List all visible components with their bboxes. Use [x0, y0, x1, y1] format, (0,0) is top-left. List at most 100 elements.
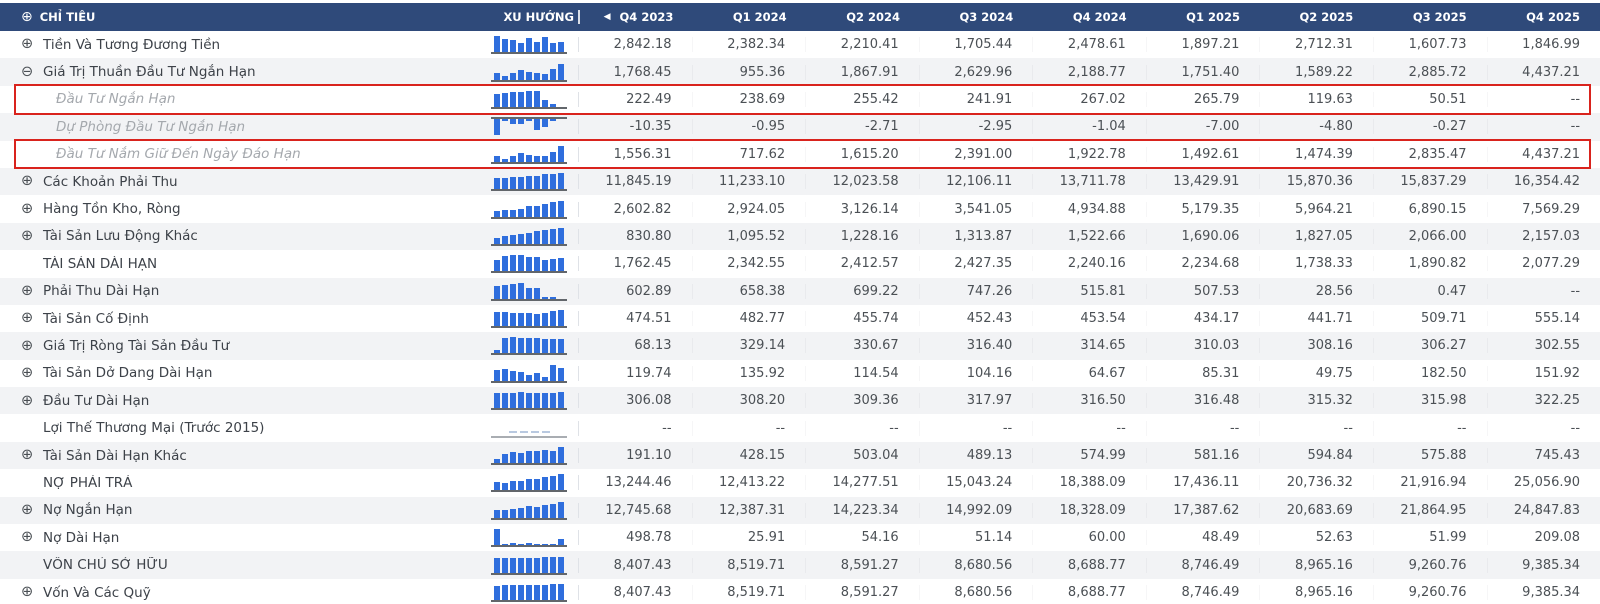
value-cell: 308.16 [1259, 338, 1373, 354]
row-label-cell[interactable]: Lợi Thế Thương Mại (Trước 2015) [0, 420, 480, 436]
spark-bar [494, 36, 500, 53]
row-label-cell[interactable]: NỢ PHẢI TRẢ [0, 475, 480, 491]
row-label-cell[interactable]: ⊕ Nợ Dài Hạn [0, 530, 480, 546]
spark-bar [518, 92, 524, 107]
header-indicator-cell[interactable]: ⊕ CHỈ TIÊU [0, 9, 480, 25]
quarter-header-label: Q4 2025 [1526, 10, 1580, 24]
plus-circle-icon[interactable]: ⊕ [21, 283, 34, 299]
trend-sparkline [491, 282, 567, 301]
plus-circle-icon[interactable]: ⊕ [21, 337, 34, 354]
row-label-cell[interactable]: ⊕ Tài Sản Dở Dang Dài Hạn [0, 365, 480, 381]
value-cell: 14,992.09 [918, 502, 1033, 518]
plus-circle-icon[interactable]: ⊕ [21, 201, 34, 217]
value-cell: 15,870.36 [1259, 174, 1373, 190]
spark-bar [542, 313, 548, 327]
value-cell: 9,260.76 [1372, 557, 1487, 573]
table-row: ⊕ Các Khoản Phải Thu 11,845.19 11,233.10 12,… [0, 167, 1600, 196]
spark-bar [510, 283, 516, 299]
row-label: VỐN CHỦ SỞ HỮU [43, 557, 168, 574]
row-label-cell[interactable]: ⊕ Đầu Tư Dài Hạn [0, 393, 480, 409]
value-cell: 574.99 [1032, 448, 1146, 464]
value-cell: 222.49 [578, 91, 692, 107]
plus-circle-icon[interactable]: ⊕ [21, 365, 34, 382]
spark-bar [494, 529, 500, 546]
value-cell: 8,519.71 [691, 557, 806, 573]
plus-circle-icon[interactable]: ⊕ [21, 502, 34, 519]
row-label-cell[interactable]: ⊕ Tài Sản Cố Định [0, 311, 480, 327]
value-cell: 1,890.82 [1372, 256, 1487, 272]
value-cell: 17,387.62 [1145, 502, 1260, 518]
spark-bar [558, 556, 564, 573]
value-cell: 21,916.94 [1372, 475, 1487, 491]
prev-quarter-arrow-icon[interactable]: ◀ [603, 12, 611, 22]
row-label-cell[interactable]: Đầu Tư Nắm Giữ Đến Ngày Đáo Hạn [0, 146, 480, 162]
row-label-cell[interactable]: ⊕ Phải Thu Dài Hạn [0, 283, 480, 299]
expand-all-icon[interactable]: ⊕ [21, 9, 33, 25]
plus-circle-icon[interactable]: ⊕ [21, 584, 34, 601]
plus-circle-icon[interactable]: ⊕ [21, 310, 34, 327]
value-cell: -- [1486, 119, 1600, 135]
plus-circle-icon[interactable]: ⊕ [21, 173, 34, 190]
value-cell: 114.54 [805, 365, 919, 381]
table-row: VỐN CHỦ SỞ HỮU 8,407.43 8,519.71 8,591.27 8,… [0, 551, 1600, 579]
spark-bar [502, 337, 508, 354]
value-cell: 1,846.99 [1486, 37, 1600, 53]
spark-bar [494, 481, 500, 491]
value-cell: 13,429.91 [1145, 174, 1260, 190]
row-label-cell[interactable]: VỐN CHỦ SỞ HỮU [0, 557, 480, 573]
plus-circle-icon[interactable]: ⊕ [21, 529, 34, 546]
row-label-cell[interactable]: Đầu Tư Ngắn Hạn [0, 91, 480, 107]
spark-bar [558, 474, 564, 491]
value-cell: 25.91 [691, 530, 806, 546]
spark-bar [526, 206, 532, 217]
spark-bar [502, 392, 508, 409]
value-cell: -0.27 [1372, 119, 1487, 135]
row-label-cell[interactable]: ⊕ Tiền Và Tương Đương Tiền [0, 37, 480, 53]
spark-bar [534, 506, 540, 518]
spark-bar [542, 543, 548, 546]
value-cell: 2,157.03 [1486, 228, 1600, 244]
spark-bar [558, 63, 564, 80]
value-cell: 28.56 [1259, 283, 1373, 299]
value-cell: 315.98 [1372, 393, 1487, 409]
spark-bar [550, 311, 556, 327]
value-cell: 306.08 [578, 393, 692, 409]
row-label-cell[interactable]: ⊕ Nợ Ngắn Hạn [0, 502, 480, 518]
plus-circle-icon[interactable]: ⊕ [21, 228, 34, 245]
value-cell: 1,313.87 [918, 228, 1033, 244]
row-label-cell[interactable]: ⊕ Các Khoản Phải Thu [0, 174, 480, 190]
spark-bar [550, 43, 556, 53]
table-row: ⊕ Đầu Tư Dài Hạn 306.08 308.20 309.36 317.97 3… [0, 387, 1600, 415]
value-cell: 17,436.11 [1145, 475, 1260, 491]
spark-bar [510, 543, 516, 546]
value-cell: 452.43 [918, 311, 1033, 327]
quarter-header: Q4 2024 [1033, 10, 1146, 24]
value-cell: 8,519.71 [691, 585, 806, 600]
plus-circle-icon[interactable]: ⊕ [21, 392, 34, 409]
row-label-cell[interactable]: ⊕ Vốn Và Các Quỹ [0, 585, 480, 601]
spark-bar [542, 450, 548, 464]
value-cell: 12,106.11 [918, 174, 1033, 190]
spark-bar [518, 371, 524, 381]
quarter-header-label: Q4 2023 [619, 10, 674, 24]
value-cell: 6,890.15 [1372, 201, 1487, 217]
row-label-cell[interactable]: Dự Phòng Đầu Tư Ngắn Hạn [0, 119, 480, 135]
plus-circle-icon[interactable]: ⊕ [21, 36, 34, 53]
row-label-cell[interactable]: ⊕ Tài Sản Dài Hạn Khác [0, 448, 480, 464]
row-label-cell[interactable]: ⊕ Tài Sản Lưu Động Khác [0, 228, 480, 244]
value-cell: 11,233.10 [691, 174, 806, 190]
row-label-cell[interactable]: TÀI SẢN DÀI HẠN [0, 256, 480, 272]
value-cell: 2,066.00 [1372, 228, 1487, 244]
value-cell: 2,924.05 [691, 201, 806, 217]
spark-bar [510, 209, 516, 217]
trend-sparkline [491, 145, 567, 164]
plus-circle-icon[interactable]: ⊕ [21, 447, 34, 464]
row-label-cell[interactable]: ⊕ Hàng Tồn Kho, Ròng [0, 201, 480, 217]
spark-bar [542, 119, 548, 127]
minus-circle-icon[interactable]: ⊖ [21, 64, 34, 80]
row-label-cell[interactable]: ⊕ Giá Trị Ròng Tài Sản Đầu Tư [0, 338, 480, 354]
spark-bar [494, 458, 500, 464]
row-label-cell[interactable]: ⊖ Giá Trị Thuần Đầu Tư Ngắn Hạn [0, 64, 480, 80]
table-row: ⊕ Tài Sản Cố Định 474.51 482.77 455.74 452.43… [0, 304, 1600, 333]
spark-bar [510, 119, 516, 124]
